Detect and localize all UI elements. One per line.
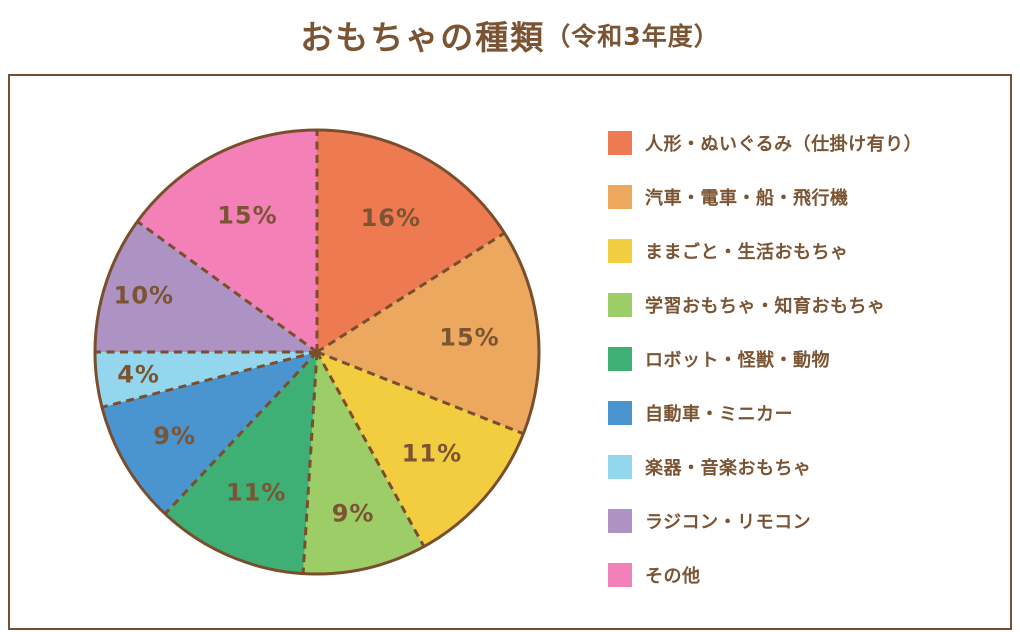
pie-slice-label-3: 9% — [332, 499, 375, 527]
legend-label: ままごと・生活おもちゃ — [645, 242, 849, 263]
legend-label: 人形・ぬいぐるみ（仕掛け有り） — [645, 134, 923, 155]
chart-title-main: おもちゃの種類 — [300, 18, 546, 57]
legend-item: 人形・ぬいぐるみ（仕掛け有り） — [608, 131, 922, 155]
pie-slice-label-7: 10% — [114, 282, 174, 310]
legend-item: 学習おもちゃ・知育おもちゃ — [608, 293, 922, 317]
pie-divider-2 — [316, 350, 524, 436]
pie-divider-6 — [101, 350, 318, 409]
legend-swatch — [608, 293, 632, 317]
legend-swatch — [608, 401, 632, 425]
legend-label: ラジコン・リモコン — [645, 512, 812, 533]
pie-slice-4 — [165, 352, 317, 574]
pie-slice-2 — [317, 352, 524, 547]
pie-slice-label-8: 15% — [217, 202, 277, 230]
pie-outline — [93, 128, 541, 576]
legend-swatch — [608, 185, 632, 209]
legend-item: 楽器・音楽おもちゃ — [608, 455, 922, 479]
legend-label: その他 — [645, 566, 701, 587]
pie-slice-label-4: 11% — [226, 479, 286, 507]
legend-item: ままごと・生活おもちゃ — [608, 239, 922, 263]
pie-slice-8 — [137, 130, 317, 352]
pie-slice-3 — [303, 352, 424, 574]
legend-swatch — [608, 455, 632, 479]
legend-item: ラジコン・リモコン — [608, 509, 922, 533]
legend-label: 学習おもちゃ・知育おもちゃ — [645, 296, 886, 317]
pie-divider-8 — [136, 220, 318, 354]
pie-slice-label-1: 15% — [439, 324, 499, 352]
legend-label: 自動車・ミニカー — [645, 404, 793, 425]
pie-slice-7 — [95, 221, 317, 352]
legend: 人形・ぬいぐるみ（仕掛け有り） 汽車・電車・船・飛行機 ままごと・生活おもちゃ … — [608, 131, 922, 587]
pie-slice-label-0: 16% — [361, 204, 421, 232]
chart-title: おもちゃの種類 （令和3年度） — [0, 0, 1020, 70]
legend-swatch — [608, 239, 632, 263]
legend-item: ロボット・怪獣・動物 — [608, 347, 922, 371]
pie-divider-5 — [163, 350, 319, 515]
chart-panel: 16% 15% 11% 9% 11% 9% 4% 10% 15% 人形・ぬいぐるみ（仕掛け有り）… — [8, 74, 1012, 630]
legend-swatch — [608, 347, 632, 371]
pie-divider-4 — [301, 351, 319, 574]
chart-title-year: （令和3年度） — [545, 22, 720, 51]
pie-divider-1 — [316, 231, 506, 354]
pie-slice-1 — [317, 233, 539, 434]
pie-chart: 16% 15% 11% 9% 11% 9% 4% 10% 15% — [93, 128, 541, 576]
pie-slice-label-2: 11% — [402, 439, 462, 467]
legend-item: その他 — [608, 563, 922, 587]
pie-slice-label-5: 9% — [153, 422, 196, 450]
pie-slice-5 — [101, 352, 317, 514]
legend-item: 自動車・ミニカー — [608, 401, 922, 425]
legend-label: 楽器・音楽おもちゃ — [645, 458, 812, 479]
legend-label: 汽車・電車・船・飛行機 — [645, 188, 849, 209]
pie-slice-0 — [317, 130, 505, 352]
legend-swatch — [608, 563, 632, 587]
legend-swatch — [608, 509, 632, 533]
legend-label: ロボット・怪獣・動物 — [645, 350, 830, 371]
legend-swatch — [608, 131, 632, 155]
pie-divider-3 — [315, 351, 426, 548]
legend-item: 汽車・電車・船・飛行機 — [608, 185, 922, 209]
pie-slice-label-6: 4% — [117, 361, 160, 389]
